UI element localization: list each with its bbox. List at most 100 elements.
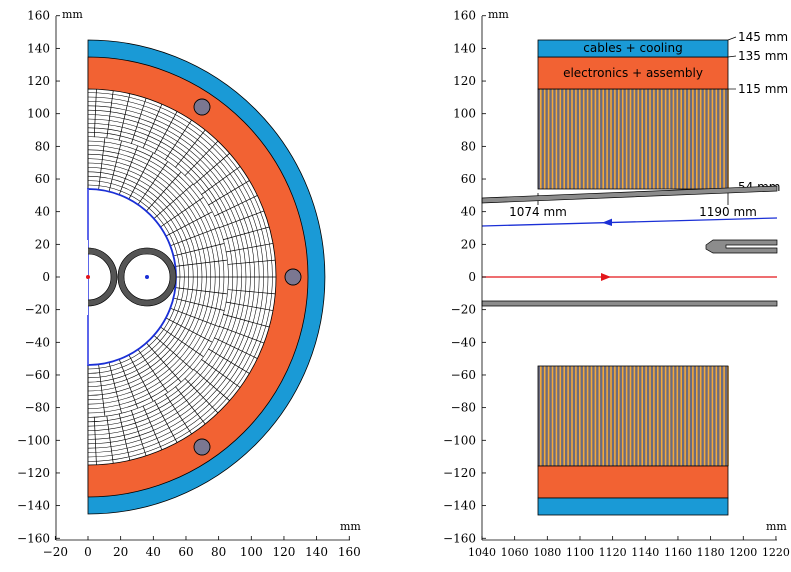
sensor-radial-line-outer (130, 98, 147, 144)
lower-sensor-stripes (540, 366, 729, 466)
sensor-stripe (668, 89, 671, 189)
sensor-stripe (684, 89, 686, 189)
sensor-radial-line-outer (201, 359, 241, 388)
sensor-radial-line (173, 297, 225, 311)
sensor-radial-line (175, 259, 228, 267)
sensor-radial-line-outer (164, 393, 192, 435)
sensor-radial-line (128, 152, 154, 200)
r135-label: 135 mm (738, 49, 788, 63)
sensor-radial-line-outer (193, 368, 230, 401)
right-panel-side-view: cables + cooling electronics + assembly … (443, 8, 790, 559)
sensor-stripe (684, 366, 686, 466)
sensor-radial-line-outer (218, 210, 265, 229)
lower-electronics-box (537, 465, 729, 499)
z-end-label: 1190 mm (699, 205, 757, 219)
sensor-stripe (629, 89, 632, 189)
left-y-tick-label: 40 (35, 205, 50, 219)
sensor-stripe (657, 89, 659, 189)
support-rod-top (193, 98, 211, 116)
left-y-unit: mm (62, 8, 83, 21)
sensor-radial-line-outer (184, 377, 219, 414)
sensor-radial-line (146, 342, 182, 383)
sensor-stripe (625, 89, 628, 189)
left-y-tick-label: −100 (17, 433, 50, 447)
sensor-radial-line-outer (213, 195, 258, 217)
beam-dot-blue (145, 275, 149, 279)
sensor-stripe (575, 89, 577, 189)
right-x-tick-label: 1040 (468, 546, 496, 559)
sensor-stripe (696, 89, 698, 189)
sensor-radial-line (118, 145, 138, 195)
sensor-stripe (699, 366, 702, 466)
right-y-tick-label: 20 (461, 237, 476, 251)
sensor-stripe (547, 366, 550, 466)
sensor-stripe (625, 366, 628, 466)
right-y-tick-label: 60 (461, 172, 476, 186)
sensor-stripe (586, 366, 589, 466)
sensor-radial-line-outer (130, 410, 147, 456)
right-y-ticks: 160 140 120 100 80 60 40 20 0 −20 −40 −60 −80 −100 −12… (443, 9, 486, 545)
sensor-stripe (641, 89, 643, 189)
sensor-radial-line (165, 211, 213, 237)
right-y-tick-label: 160 (453, 9, 476, 23)
right-y-tick-label: 140 (453, 41, 476, 55)
sensor-stripe (676, 89, 679, 189)
left-y-tick-label: 120 (27, 74, 50, 88)
left-y-tick-label: −80 (25, 401, 50, 415)
sensor-radial-line-outer (118, 413, 131, 461)
sensor-stripe (579, 366, 581, 466)
upper-sensor-stripes (540, 89, 729, 189)
sensor-stripe (551, 89, 554, 189)
support-rod-right (284, 268, 302, 286)
sensor-stripe (688, 366, 690, 466)
sensor-radial-line (165, 317, 213, 343)
sensor-radial-line (160, 326, 204, 357)
sensor-radial-line-outer (175, 129, 206, 168)
left-x-tick-label: 80 (211, 545, 226, 559)
electronics-assembly-label: electronics + assembly (563, 66, 703, 80)
sensor-stripe (676, 366, 679, 466)
sensor-radial-line (118, 359, 138, 409)
sensor-stripe (563, 366, 565, 466)
sensor-radial-line-outer (106, 415, 114, 464)
sensor-stripe (559, 366, 562, 466)
beam-pipe-ring-right-outline (117, 247, 177, 307)
sensor-stripe (723, 89, 725, 189)
left-y-tick-label: 140 (27, 41, 50, 55)
sensor-radial-line-outer (142, 103, 163, 149)
sensor-radial-line (175, 287, 228, 295)
sensor-radial-line (128, 354, 154, 402)
sensor-stripe (594, 366, 597, 466)
sensor-radial-line (160, 197, 204, 228)
right-x-unit: mm (766, 520, 787, 533)
sensor-stripe (711, 366, 714, 466)
right-y-tick-label: −140 (443, 499, 476, 513)
sensor-stripe (633, 89, 636, 189)
sensor-stripe (606, 89, 608, 189)
sensor-stripe (594, 89, 597, 189)
right-y-tick-label: 40 (461, 205, 476, 219)
sensor-stripe (645, 89, 647, 189)
sensor-stripe (582, 89, 585, 189)
left-y-tick-label: −120 (17, 466, 50, 480)
sensor-stripe (668, 366, 671, 466)
blue-beam-arrow (602, 218, 612, 226)
sensor-radial-line (173, 243, 225, 257)
right-y-tick-label: −60 (451, 368, 476, 382)
sensor-radial-line-outer (227, 289, 276, 295)
left-panel-cross-section: 160 140 120 100 80 60 40 20 0 −20 −40 −60 −80 −100 −12… (17, 8, 361, 559)
right-x-tick-label: 1140 (631, 546, 659, 559)
sensor-stripe (602, 89, 604, 189)
sensor-stripe (543, 89, 546, 189)
right-x-tick-label: 1060 (501, 546, 529, 559)
sensor-stripe (567, 89, 569, 189)
sensor-stripe (653, 89, 655, 189)
left-x-tick-label: −20 (43, 545, 68, 559)
red-beam-arrow (601, 273, 611, 281)
left-y-tick-label: −140 (17, 499, 50, 513)
sensor-radial-line-outer (227, 259, 276, 265)
sensor-radial-line-outer (184, 140, 219, 177)
left-y-tick-label: 80 (35, 139, 50, 153)
sensor-stripe (692, 366, 694, 466)
